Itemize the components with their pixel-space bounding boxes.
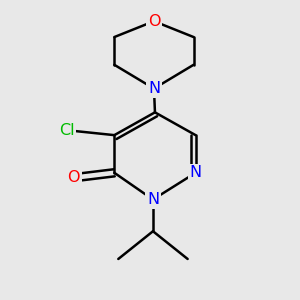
Text: N: N (190, 165, 202, 180)
Text: O: O (68, 170, 80, 185)
Text: Cl: Cl (59, 123, 75, 138)
Text: O: O (148, 14, 160, 29)
Text: N: N (147, 192, 159, 207)
Text: N: N (148, 81, 160, 96)
